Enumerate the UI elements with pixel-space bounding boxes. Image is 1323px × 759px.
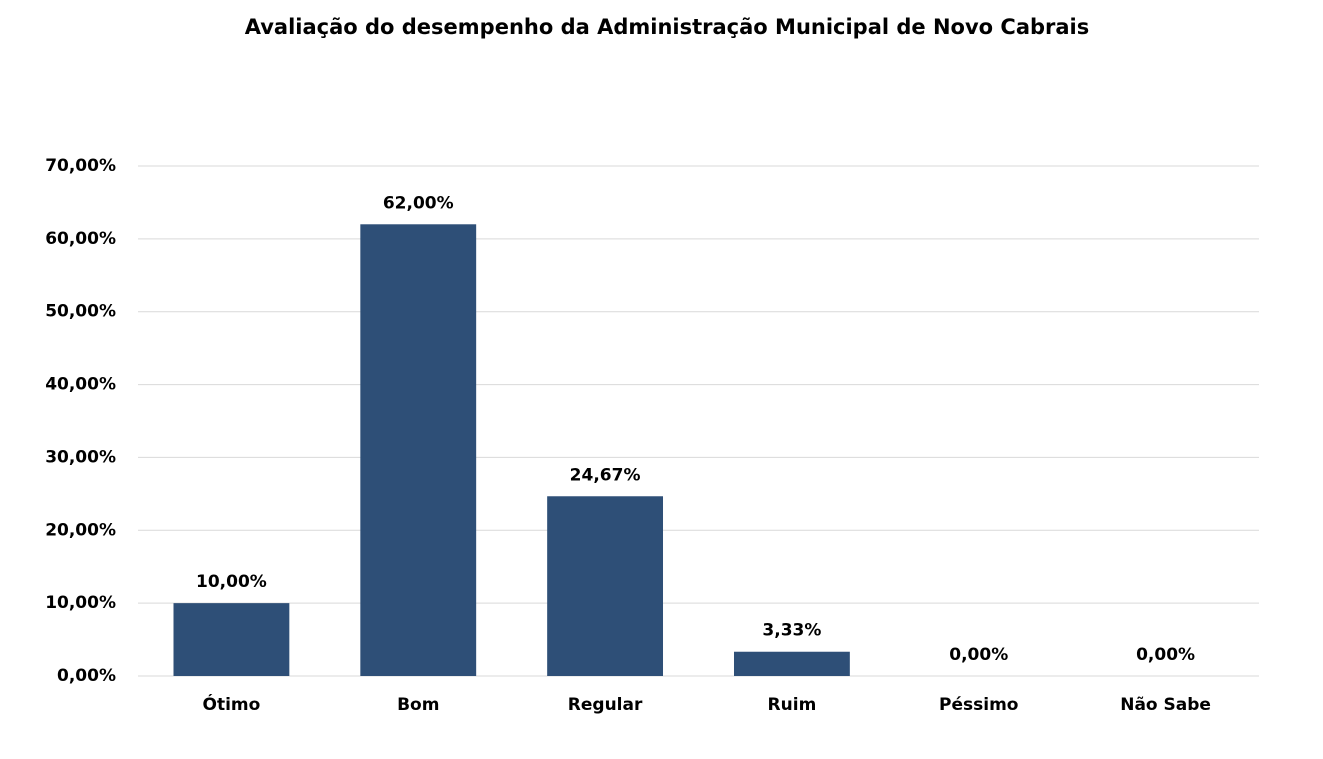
data-label: 3,33%	[762, 621, 821, 641]
data-label: 62,00%	[383, 193, 454, 213]
x-tick-label: Ótimo	[203, 693, 261, 715]
data-label: 0,00%	[949, 645, 1008, 665]
y-tick-label: 70,00%	[45, 156, 116, 176]
bar	[733, 651, 850, 676]
y-tick-label: 0,00%	[57, 666, 116, 686]
bar	[360, 224, 477, 677]
x-tick-label: Ruim	[768, 695, 817, 715]
data-label: 24,67%	[570, 465, 641, 485]
y-tick-label: 20,00%	[45, 520, 116, 540]
y-tick-label: 50,00%	[45, 302, 116, 322]
y-tick-label: 60,00%	[45, 229, 116, 249]
y-tick-label: 10,00%	[45, 593, 116, 613]
data-label: 10,00%	[196, 572, 267, 592]
x-tick-label: Bom	[397, 695, 439, 715]
data-label: 0,00%	[1136, 645, 1195, 665]
x-tick-label: Não Sabe	[1120, 695, 1211, 715]
x-tick-label: Péssimo	[939, 695, 1018, 715]
bar	[547, 496, 664, 676]
chart-title: Avaliação do desempenho da Administração…	[245, 15, 1090, 39]
y-tick-label: 30,00%	[45, 447, 116, 467]
bar	[173, 603, 290, 676]
y-tick-label: 40,00%	[45, 375, 116, 395]
x-tick-label: Regular	[568, 695, 643, 715]
